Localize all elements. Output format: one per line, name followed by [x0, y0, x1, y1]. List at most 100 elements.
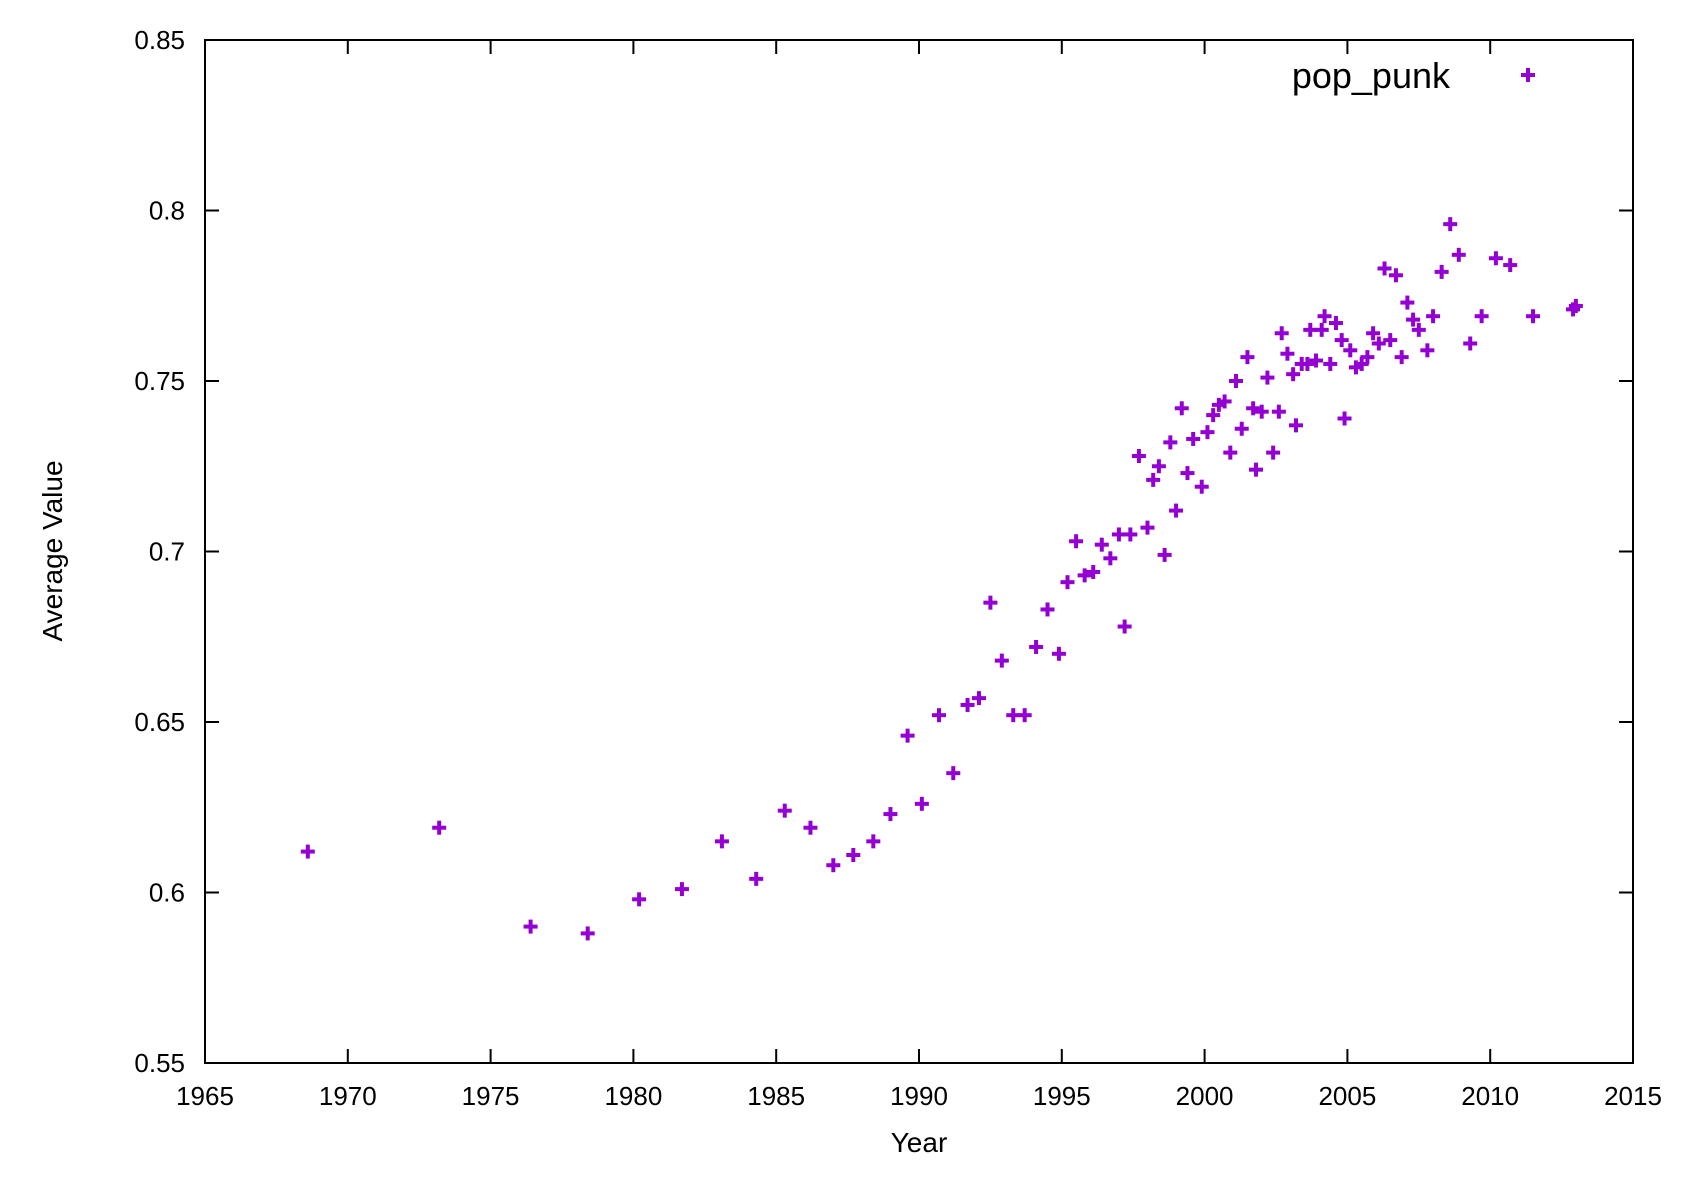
data-point	[1503, 258, 1518, 273]
data-point	[1308, 353, 1323, 368]
legend: pop_punk	[1292, 55, 1535, 96]
data-point	[900, 728, 915, 743]
data-point	[866, 834, 881, 849]
data-point	[1371, 336, 1386, 351]
x-tick-label: 1980	[604, 1081, 662, 1111]
data-point	[1060, 575, 1075, 590]
data-point	[1086, 564, 1101, 579]
data-point	[1234, 421, 1249, 436]
data-point	[1194, 479, 1209, 494]
data-point	[1186, 431, 1201, 446]
y-tick-label: 0.8	[149, 196, 185, 226]
y-tick-label: 0.65	[134, 707, 185, 737]
data-point	[1411, 322, 1426, 337]
data-point	[1180, 466, 1195, 481]
data-point	[1388, 268, 1403, 283]
data-point	[1323, 356, 1338, 371]
data-point	[1254, 404, 1269, 419]
data-point	[1140, 520, 1155, 535]
data-point	[1123, 527, 1138, 542]
legend-marker-pop-punk	[1521, 68, 1535, 82]
x-tick-label: 1990	[890, 1081, 948, 1111]
data-point	[1029, 639, 1044, 654]
x-tick-label: 1965	[176, 1081, 234, 1111]
legend-marker-symbol	[1521, 68, 1535, 82]
data-point	[1094, 537, 1109, 552]
data-point	[1131, 449, 1146, 464]
data-point	[1266, 445, 1281, 460]
data-point	[1246, 401, 1261, 416]
data-point	[1360, 350, 1375, 365]
data-point	[300, 844, 315, 859]
x-axis-label: Year	[891, 1127, 948, 1158]
y-tick-label: 0.6	[149, 878, 185, 908]
data-point	[1443, 217, 1458, 232]
data-point	[1223, 445, 1238, 460]
data-point	[1077, 568, 1092, 583]
data-point	[1017, 708, 1032, 723]
y-axis-label: Average Value	[37, 460, 68, 641]
data-point	[826, 858, 841, 873]
data-point	[1334, 333, 1349, 348]
x-tick-label: 1985	[747, 1081, 805, 1111]
data-point	[971, 691, 986, 706]
data-point	[1260, 370, 1275, 385]
data-points	[300, 217, 1583, 941]
data-point	[1337, 411, 1352, 426]
x-tick-label: 1970	[319, 1081, 377, 1111]
data-point	[1400, 295, 1415, 310]
data-point	[1420, 343, 1435, 358]
plot-frame	[204, 39, 1634, 1064]
data-point	[523, 919, 538, 934]
data-point	[931, 708, 946, 723]
data-point	[960, 697, 975, 712]
y-tick-label: 0.7	[149, 537, 185, 567]
data-point	[674, 882, 689, 897]
data-point	[1157, 547, 1172, 562]
data-point	[1288, 418, 1303, 433]
data-point	[1229, 374, 1244, 388]
data-point	[994, 653, 1009, 668]
data-point	[1274, 326, 1289, 341]
data-point	[1280, 346, 1295, 361]
data-point	[1240, 350, 1255, 365]
legend-label-pop-punk: pop_punk	[1292, 55, 1451, 96]
data-point	[1383, 333, 1398, 348]
data-point	[777, 803, 792, 818]
data-point	[580, 926, 595, 941]
axis-tick-labels: 1965 1970 1975 1980 1985 1990 1995 2000 2005 2010…	[134, 25, 1662, 1111]
data-point	[1051, 646, 1066, 661]
data-point	[1568, 298, 1583, 313]
data-point	[914, 796, 929, 811]
data-point	[1174, 401, 1189, 416]
x-tick-label: 2010	[1461, 1081, 1519, 1111]
data-point	[1206, 408, 1221, 423]
x-tick-label: 2005	[1318, 1081, 1376, 1111]
data-point	[883, 807, 898, 822]
data-point	[1328, 316, 1343, 331]
data-point	[1406, 312, 1421, 327]
data-point	[632, 892, 647, 907]
data-point	[846, 847, 861, 862]
data-point	[1286, 367, 1301, 382]
x-tick-label: 2015	[1604, 1081, 1662, 1111]
data-point	[1394, 350, 1409, 365]
x-tick-label: 1975	[462, 1081, 520, 1111]
data-point	[1300, 356, 1315, 371]
data-point	[1040, 602, 1055, 617]
data-point	[1146, 472, 1161, 487]
data-point	[1474, 309, 1489, 324]
data-point	[1151, 459, 1166, 474]
data-point	[946, 766, 961, 781]
data-point	[1163, 435, 1178, 450]
x-tick-label: 2000	[1176, 1081, 1234, 1111]
data-point	[1488, 251, 1503, 266]
data-point	[1366, 326, 1381, 341]
data-point	[1200, 425, 1215, 440]
data-point	[1463, 336, 1478, 351]
data-point	[1526, 309, 1541, 324]
data-point	[749, 871, 764, 886]
data-point	[1343, 343, 1358, 358]
